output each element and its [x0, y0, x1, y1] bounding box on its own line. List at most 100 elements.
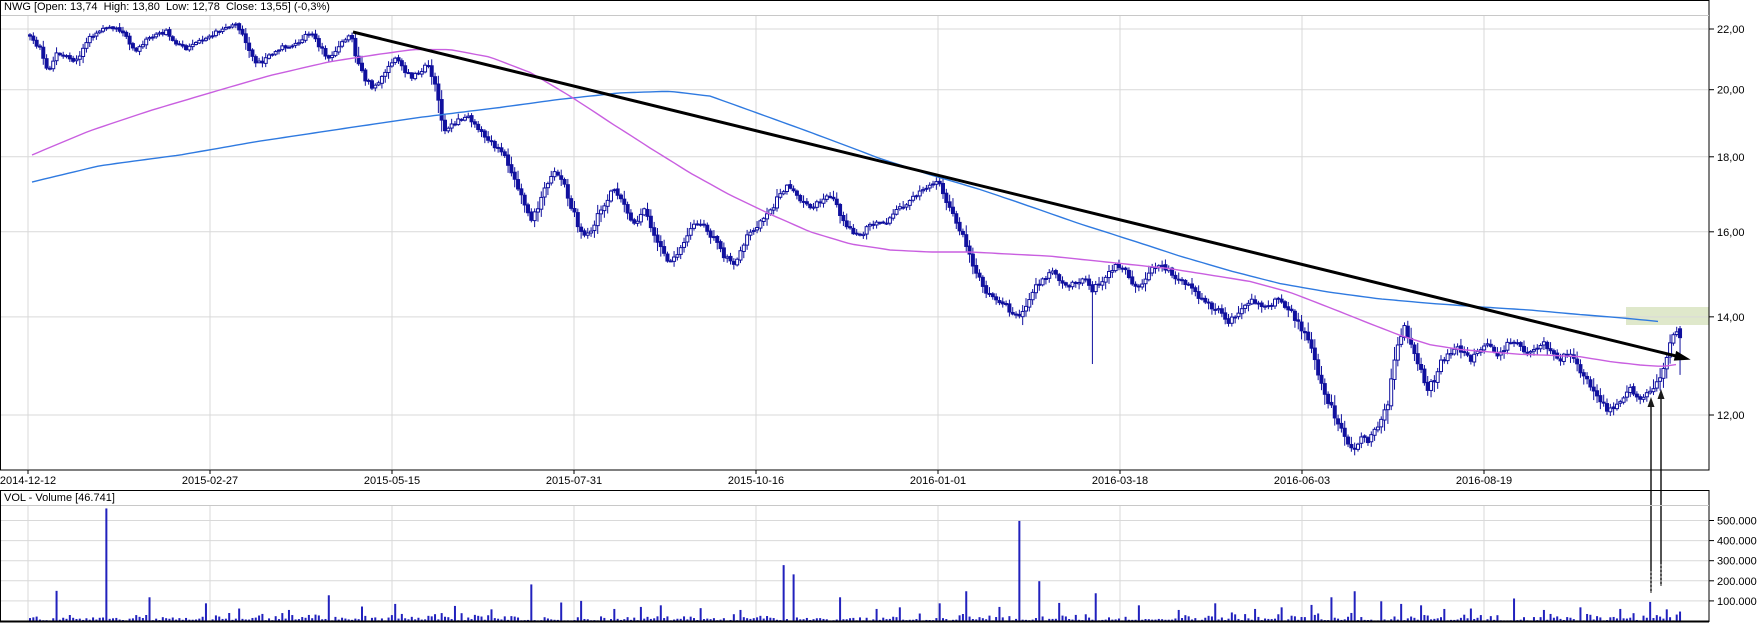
volume-bar [1675, 614, 1678, 621]
volume-bar [1117, 618, 1120, 621]
volume-bar [1440, 617, 1442, 621]
volume-bar [88, 619, 91, 621]
candle-body [449, 123, 454, 129]
candle-body [104, 27, 109, 30]
candle-body [1472, 353, 1477, 363]
candle-body [897, 206, 902, 210]
volume-bar [400, 613, 403, 621]
price-axis-label: 12,00 [1717, 410, 1745, 422]
candle-body [1263, 305, 1268, 308]
volume-bar [470, 619, 473, 621]
candle-body [1249, 298, 1254, 305]
volume-bar [218, 616, 221, 621]
candle-body [147, 37, 152, 40]
volume-bar [1204, 617, 1207, 621]
volume-bar [643, 618, 646, 621]
candle-body [957, 221, 962, 232]
candle-body [1405, 325, 1410, 339]
volume-bar [583, 618, 586, 621]
candle-body [1309, 339, 1314, 349]
volume-bar [603, 617, 606, 621]
candle-body [1538, 344, 1543, 350]
volume-bar [553, 619, 556, 621]
candle-body [1150, 266, 1155, 274]
volume-bar [616, 618, 619, 621]
volume-bar [1008, 616, 1011, 621]
volume-bar [1430, 619, 1433, 621]
candle-body [1027, 299, 1032, 308]
candle-body [1448, 353, 1453, 356]
volume-bar [171, 617, 174, 621]
candle-body [562, 179, 567, 185]
candle-body [592, 224, 597, 231]
volume-bar [1303, 617, 1306, 621]
volume-bar [517, 617, 520, 621]
volume-bar [155, 618, 158, 621]
volume-bar [268, 618, 271, 621]
candle-body [419, 71, 424, 75]
candle-body [1100, 281, 1105, 286]
candle-body [1442, 359, 1447, 362]
volume-bar [859, 617, 861, 621]
volume-bar [898, 607, 901, 621]
candle-body [1057, 274, 1062, 282]
volume-bar [314, 614, 317, 621]
volume-bar [839, 597, 842, 621]
volume-bar [317, 615, 320, 621]
volume-bar [1181, 618, 1184, 621]
volume-bar [968, 616, 971, 621]
volume-bar [58, 619, 61, 621]
candle-body [1638, 396, 1643, 400]
volume-bar [958, 615, 961, 621]
axes [0, 0, 1714, 623]
volume-bar [613, 608, 616, 621]
volume-bar [653, 618, 656, 621]
candle-body [1415, 353, 1420, 365]
candle-body [379, 75, 384, 84]
volume-bar [845, 619, 848, 621]
candle-body [1110, 270, 1115, 273]
volume-bar [234, 618, 237, 621]
volume-bar [742, 617, 745, 621]
volume-bar [1662, 618, 1665, 621]
volume-bar [460, 613, 463, 621]
candle-body [967, 245, 972, 255]
candle-body [67, 55, 72, 60]
volume-bar [1566, 617, 1569, 621]
candle-body [559, 175, 564, 180]
volume-bar [1436, 618, 1439, 621]
volume-bar [619, 619, 622, 621]
candle-body [599, 209, 604, 215]
volume-bar [424, 619, 427, 621]
candle-body [921, 189, 926, 192]
candle-body [1425, 381, 1430, 391]
volume-bar [1542, 609, 1545, 621]
volume-bar [440, 613, 443, 621]
volume-bar [185, 617, 188, 621]
volume-bar [304, 617, 307, 621]
volume-bar [261, 613, 264, 621]
volume-bar [792, 574, 795, 621]
candle-body [443, 119, 447, 132]
candle-body [1661, 367, 1666, 379]
volume-bar [610, 619, 612, 621]
volume-bar [1111, 619, 1114, 621]
candle-body [91, 35, 96, 38]
candle-body [672, 256, 677, 262]
candle-body [376, 82, 381, 86]
volume-bar [1280, 607, 1283, 621]
candle-body [1276, 297, 1281, 300]
volume-bar [201, 616, 204, 621]
candle-body [579, 226, 584, 232]
resistance-highlight [1626, 307, 1709, 325]
candle-body [167, 29, 172, 37]
volume-bar [1549, 613, 1552, 621]
candle-body [476, 123, 481, 130]
candle-body [1007, 303, 1012, 313]
volume-bar [85, 618, 88, 621]
price-axis-label: 14,00 [1717, 312, 1745, 324]
candle-body [350, 35, 355, 40]
volume-bar [165, 618, 168, 621]
volume-bar [1330, 597, 1333, 621]
